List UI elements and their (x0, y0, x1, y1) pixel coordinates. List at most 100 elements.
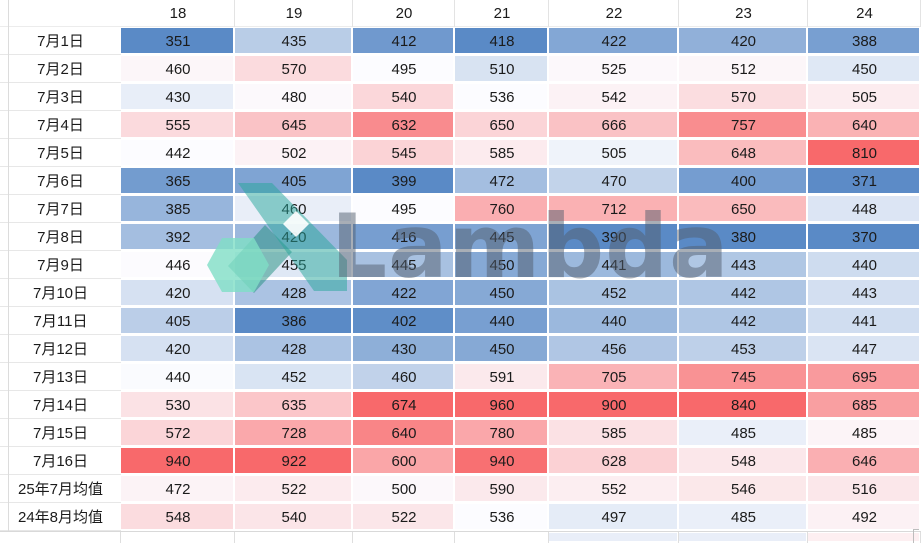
data-cell[interactable]: 585 (455, 139, 549, 167)
row-label[interactable]: 7月10日 (0, 279, 121, 307)
row-label[interactable]: 7月4日 (0, 111, 121, 139)
row-label[interactable]: 7月11日 (0, 307, 121, 335)
data-cell[interactable]: 453 (679, 335, 808, 363)
data-cell[interactable]: 585 (549, 419, 679, 447)
data-cell[interactable]: 420 (235, 223, 353, 251)
data-cell[interactable]: 422 (353, 279, 455, 307)
data-cell[interactable]: 388 (808, 27, 921, 55)
data-cell[interactable]: 420 (121, 335, 235, 363)
data-cell[interactable]: 386 (235, 307, 353, 335)
data-cell[interactable]: 525 (549, 55, 679, 83)
data-cell[interactable]: 405 (235, 167, 353, 195)
data-cell[interactable]: 628 (549, 447, 679, 475)
row-label[interactable]: 25年7月均值 (0, 475, 121, 503)
column-header[interactable]: 20 (353, 0, 455, 27)
data-cell[interactable]: 650 (455, 111, 549, 139)
data-cell[interactable]: 442 (679, 307, 808, 335)
row-label[interactable]: 7月2日 (0, 55, 121, 83)
data-cell[interactable]: 460 (121, 55, 235, 83)
data-cell[interactable]: 760 (455, 195, 549, 223)
data-cell[interactable]: 570 (679, 83, 808, 111)
data-cell[interactable]: 495 (353, 55, 455, 83)
row-label[interactable]: 7月7日 (0, 195, 121, 223)
data-cell[interactable]: 365 (121, 167, 235, 195)
row-label[interactable]: 24年8月均值 (0, 503, 121, 531)
data-cell[interactable]: 412 (353, 27, 455, 55)
column-header[interactable]: 23 (679, 0, 808, 27)
data-cell[interactable]: 450 (455, 335, 549, 363)
data-cell[interactable]: 485 (808, 419, 921, 447)
corner-cell[interactable] (0, 0, 121, 27)
data-cell[interactable]: 440 (808, 251, 921, 279)
data-cell[interactable]: 440 (549, 307, 679, 335)
data-cell[interactable]: 428 (235, 279, 353, 307)
data-cell[interactable]: 570 (235, 55, 353, 83)
data-cell[interactable]: 445 (455, 223, 549, 251)
data-cell[interactable]: 430 (353, 335, 455, 363)
data-cell[interactable]: 392 (121, 223, 235, 251)
data-cell[interactable]: 516 (808, 475, 921, 503)
data-cell[interactable]: 416 (353, 223, 455, 251)
data-cell[interactable]: 600 (353, 447, 455, 475)
row-label[interactable]: 7月6日 (0, 167, 121, 195)
data-cell[interactable]: 940 (121, 447, 235, 475)
data-cell[interactable]: 646 (808, 447, 921, 475)
row-label[interactable]: 7月13日 (0, 363, 121, 391)
data-cell[interactable]: 500 (353, 475, 455, 503)
data-cell[interactable]: 460 (235, 195, 353, 223)
data-cell[interactable]: 485 (679, 503, 808, 531)
data-cell[interactable]: 485 (679, 419, 808, 447)
data-cell[interactable]: 685 (808, 391, 921, 419)
data-cell[interactable]: 448 (808, 195, 921, 223)
row-label[interactable]: 7月5日 (0, 139, 121, 167)
column-header[interactable]: 22 (549, 0, 679, 27)
data-cell[interactable]: 695 (808, 363, 921, 391)
data-cell[interactable]: 502 (235, 139, 353, 167)
data-cell[interactable]: 536 (455, 83, 549, 111)
data-cell[interactable]: 472 (121, 475, 235, 503)
data-cell[interactable]: 780 (455, 419, 549, 447)
data-cell[interactable]: 450 (808, 55, 921, 83)
data-cell[interactable]: 470 (549, 167, 679, 195)
data-cell[interactable]: 450 (455, 251, 549, 279)
data-cell[interactable]: 810 (808, 139, 921, 167)
data-cell[interactable]: 450 (455, 279, 549, 307)
data-cell[interactable]: 542 (549, 83, 679, 111)
data-cell[interactable]: 552 (549, 475, 679, 503)
data-cell[interactable]: 705 (549, 363, 679, 391)
data-cell[interactable]: 497 (549, 503, 679, 531)
data-cell[interactable]: 640 (353, 419, 455, 447)
data-cell[interactable]: 418 (455, 27, 549, 55)
row-label[interactable]: 7月15日 (0, 419, 121, 447)
data-cell[interactable]: 650 (679, 195, 808, 223)
data-cell[interactable]: 399 (353, 167, 455, 195)
data-cell[interactable]: 492 (808, 503, 921, 531)
data-cell[interactable]: 370 (808, 223, 921, 251)
data-cell[interactable]: 645 (235, 111, 353, 139)
data-cell[interactable]: 446 (121, 251, 235, 279)
data-cell[interactable]: 546 (679, 475, 808, 503)
data-cell[interactable]: 840 (679, 391, 808, 419)
data-cell[interactable]: 757 (679, 111, 808, 139)
data-cell[interactable]: 472 (455, 167, 549, 195)
data-cell[interactable]: 648 (679, 139, 808, 167)
data-cell[interactable]: 591 (455, 363, 549, 391)
data-cell[interactable]: 420 (679, 27, 808, 55)
data-cell[interactable]: 443 (679, 251, 808, 279)
row-label[interactable]: 7月14日 (0, 391, 121, 419)
data-cell[interactable]: 745 (679, 363, 808, 391)
data-cell[interactable]: 447 (808, 335, 921, 363)
data-cell[interactable]: 440 (455, 307, 549, 335)
data-cell[interactable]: 405 (121, 307, 235, 335)
data-cell[interactable]: 480 (235, 83, 353, 111)
data-cell[interactable]: 590 (455, 475, 549, 503)
data-cell[interactable]: 522 (235, 475, 353, 503)
data-cell[interactable]: 380 (679, 223, 808, 251)
data-cell[interactable]: 572 (121, 419, 235, 447)
data-cell[interactable]: 495 (353, 195, 455, 223)
data-cell[interactable]: 400 (679, 167, 808, 195)
data-cell[interactable]: 940 (455, 447, 549, 475)
data-cell[interactable]: 430 (121, 83, 235, 111)
data-cell[interactable]: 442 (121, 139, 235, 167)
data-cell[interactable]: 728 (235, 419, 353, 447)
